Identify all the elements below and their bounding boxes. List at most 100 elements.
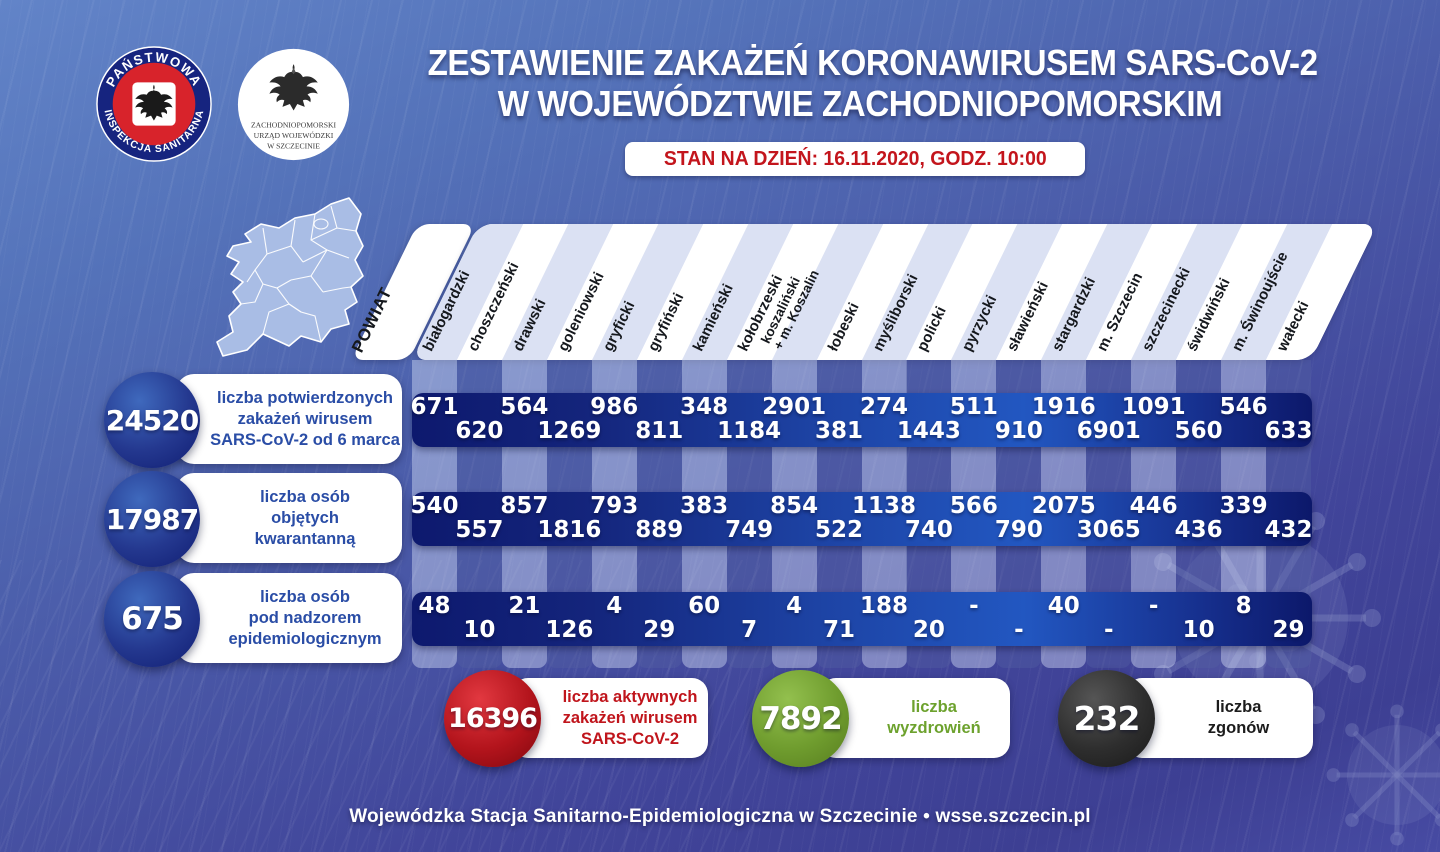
row-label-line: kwarantanną [254, 529, 356, 548]
row-label-line: objętych [271, 508, 339, 527]
value-cell: 40 [1047, 593, 1080, 619]
value-cell: 749 [725, 517, 774, 543]
total-supervision-circle: 675 [104, 571, 200, 667]
value-cell: 21 [508, 593, 541, 619]
value-cell: 511 [949, 394, 998, 420]
status-badge-text: STAN NA DZIEŃ: 16.11.2020, GODZ. 10:00 [663, 147, 1047, 170]
value-cell: 546 [1219, 394, 1268, 420]
value-cell: 432 [1264, 517, 1313, 543]
deaths-label: liczba zgonów [1126, 678, 1313, 758]
value-cell: 348 [680, 394, 729, 420]
sanepid-logo: PAŃSTWOWA INSPEKCJA SANITARNA [96, 46, 212, 162]
row-label-line: SARS-CoV-2 od 6 marca [210, 430, 400, 449]
row-label-line: pod nadzorem [248, 608, 362, 627]
title-line-1: ZESTAWIENIE ZAKAŻEŃ KORONAWIRUSEM SARS-C… [427, 42, 1318, 83]
recoveries-circle: 7892 [752, 670, 849, 767]
value-cell: 274 [859, 394, 908, 420]
value-cell: 436 [1174, 517, 1223, 543]
row-band-confirmed: 671 620 564 1269 986 811 348 1184 2901 381 274 1443… [410, 393, 1313, 447]
value-cell: 560 [1174, 418, 1223, 444]
value-cell: 857 [500, 493, 549, 519]
deaths-circle: 232 [1058, 670, 1155, 767]
office-logo-line2: URZĄD WOJEWÓDZKI [254, 130, 334, 140]
value-cell: 986 [590, 394, 639, 420]
value-cell: 811 [635, 418, 684, 444]
row-band-quarantine: 540 557 857 1816 793 889 383 749 854 522 1138 740 56… [410, 492, 1313, 546]
summary-label-line: liczba aktywnych [562, 687, 698, 706]
value-cell: 10 [1182, 617, 1215, 643]
eagle-icon [269, 64, 318, 111]
row-label-line: liczba osób [260, 487, 350, 506]
value-cell: - [1103, 617, 1114, 643]
total-quarantine-circle: 17987 [104, 471, 200, 567]
office-logo-line3: W SZCZECINIE [267, 142, 320, 151]
office-logo-line1: ZACHODNIOPOMORSKI [251, 121, 337, 130]
value-cell: 48 [418, 593, 451, 619]
row-label-confirmed: liczba potwierdzonych zakażeń wirusem SA… [176, 374, 402, 464]
eagle-icon [135, 84, 173, 121]
value-cell: 339 [1219, 493, 1268, 519]
value-cell: 188 [859, 593, 908, 619]
value-cell: 854 [770, 493, 819, 519]
value-cell: 790 [994, 517, 1043, 543]
value-cell: 29 [1272, 617, 1305, 643]
status-badge: STAN NA DZIEŃ: 16.11.2020, GODZ. 10:00 [625, 142, 1085, 176]
page-title: ZESTAWIENIE ZAKAŻEŃ KORONAWIRUSEM SARS-C… [390, 42, 1330, 124]
value-cell: 1443 [896, 418, 961, 444]
value-cell: 910 [994, 418, 1043, 444]
row-label-line: epidemiologicznym [228, 629, 382, 648]
value-cell: 566 [949, 493, 998, 519]
footer-text: Wojewódzka Stacja Sanitarno-Epidemiologi… [349, 806, 1091, 827]
row-label-supervision: liczba osób pod nadzorem epidemiologiczn… [176, 573, 402, 663]
value-cell: 564 [500, 394, 549, 420]
summary-label-line: zakażeń wirusem [562, 708, 698, 727]
value-cell: 793 [590, 493, 639, 519]
value-cell: 1184 [717, 418, 782, 444]
value-cell: 10 [463, 617, 496, 643]
value-cell: 740 [904, 517, 953, 543]
value-cell: 71 [823, 617, 856, 643]
value-cell: 540 [410, 493, 459, 519]
title-line-2: W WOJEWÓDZTWIE ZACHODNIOPOMORSKIM [497, 83, 1223, 124]
summary-label-line: zgonów [1207, 719, 1270, 737]
row-label-line: liczba osób [260, 587, 350, 606]
value-cell: 20 [912, 617, 945, 643]
office-logo: ZACHODNIOPOMORSKI URZĄD WOJEWÓDZKI W SZC… [237, 48, 350, 161]
value-cell: 60 [688, 593, 721, 619]
row-label-quarantine: liczba osób objętych kwarantanną [176, 473, 402, 563]
value-cell: 383 [680, 493, 729, 519]
value-cell: 126 [545, 617, 594, 643]
value-cell: 2075 [1031, 493, 1096, 519]
value-cell: 7 [741, 617, 758, 643]
value-cell: - [969, 593, 979, 619]
total-confirmed-circle: 24520 [104, 372, 200, 468]
value-cell: 1816 [537, 517, 602, 543]
summary-label-line: liczba [911, 698, 957, 716]
value-cell: 2901 [762, 394, 827, 420]
row-label-line: zakażeń wirusem [237, 409, 373, 428]
value-cell: 29 [643, 617, 676, 643]
active-cases-circle: 16396 [444, 670, 541, 767]
value-cell: 446 [1129, 493, 1178, 519]
value-cell: 3065 [1076, 517, 1141, 543]
summary-label-line: SARS-CoV-2 [580, 729, 680, 748]
value-cell: 4 [606, 593, 623, 619]
value-cell: 671 [410, 394, 459, 420]
value-cell: - [1148, 593, 1159, 619]
recoveries-label: liczba wyzdrowień [820, 678, 1010, 758]
value-cell: - [1014, 617, 1024, 643]
value-cell: 633 [1264, 418, 1313, 444]
row-label-line: liczba potwierdzonych [216, 388, 394, 407]
value-cell: 1091 [1121, 394, 1186, 420]
row-band-supervision: 48 10 21 126 4 29 60 7 4 71 188 20- -40- -10 8 29 [412, 592, 1312, 646]
value-cell: 8 [1235, 593, 1252, 619]
value-cell: 381 [815, 418, 864, 444]
voivodeship-map [216, 197, 364, 357]
active-cases-label: liczba aktywnych zakażeń wirusem SARS-Co… [512, 678, 708, 758]
value-cell: 1269 [537, 418, 602, 444]
value-cell: 557 [455, 517, 504, 543]
value-cell: 4 [786, 593, 803, 619]
summary-label-line: liczba [1215, 698, 1262, 716]
value-cell: 620 [455, 418, 504, 444]
